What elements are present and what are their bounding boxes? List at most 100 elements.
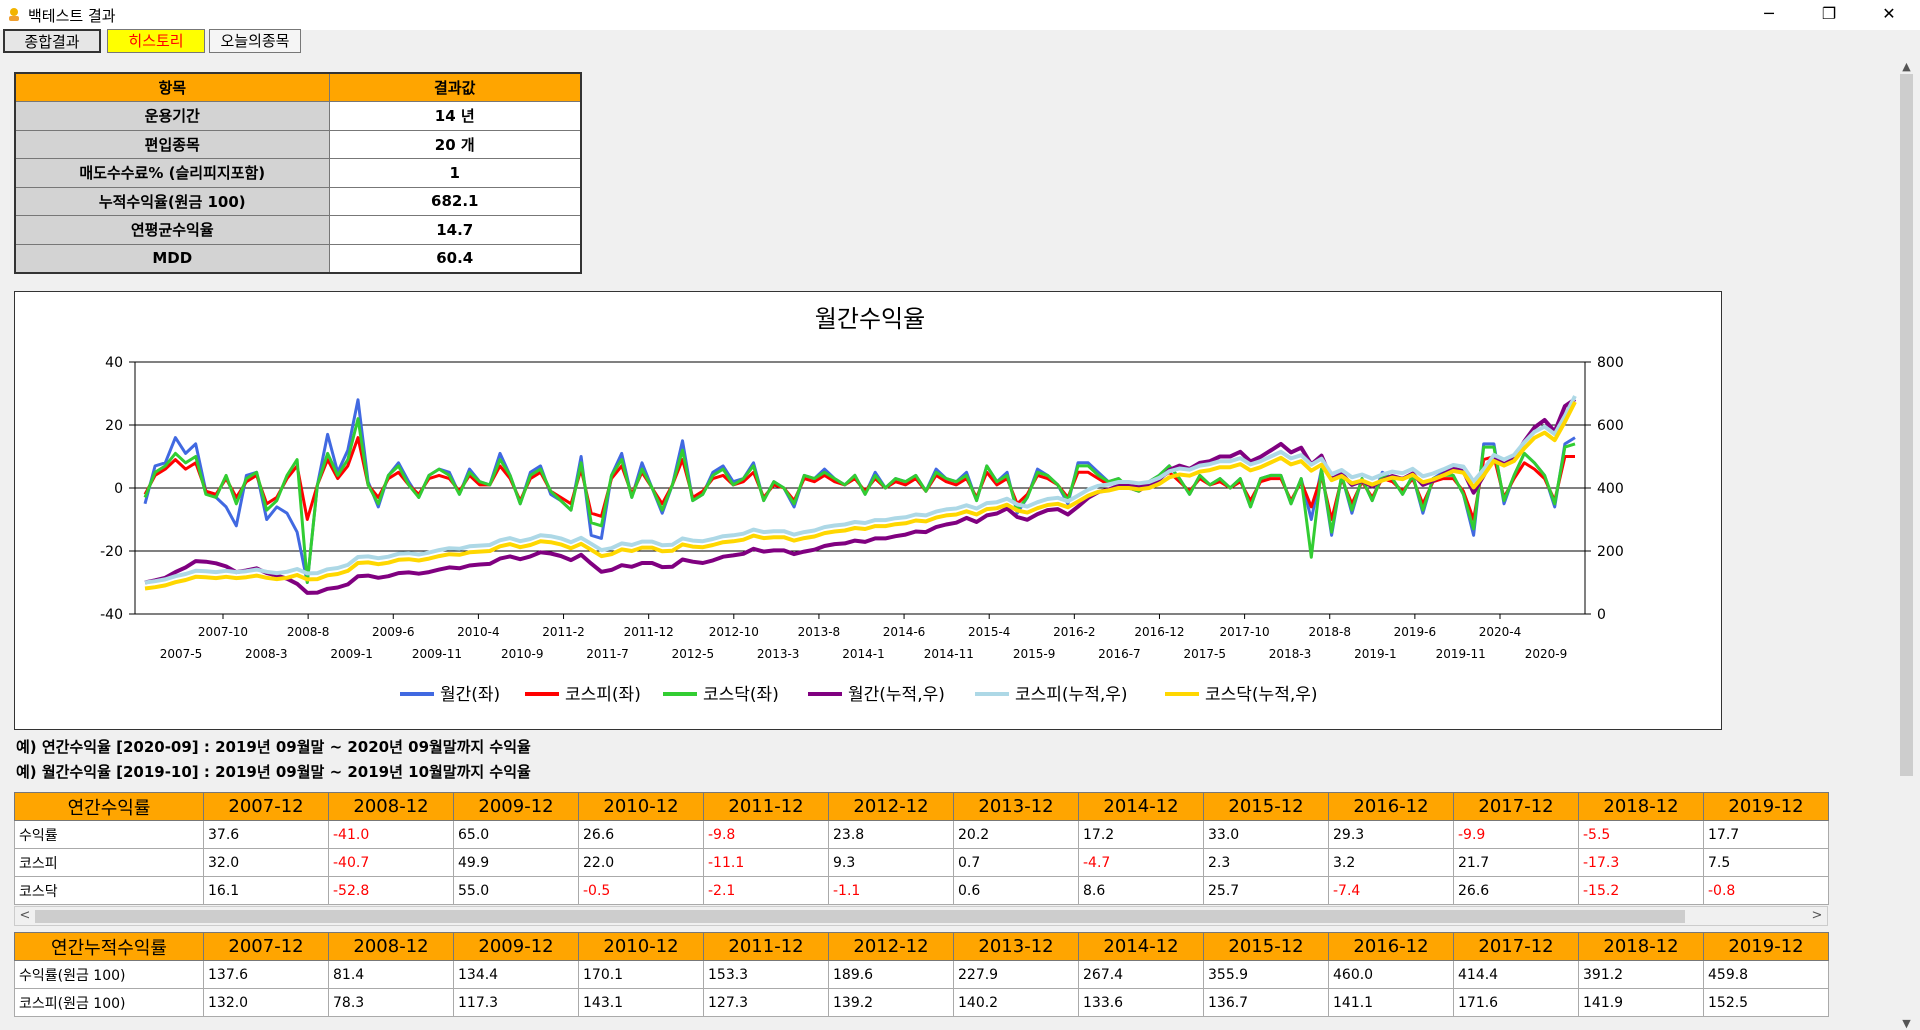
chart-title: 월간수익율: [815, 305, 925, 333]
cumulative-header-year: 2007-12: [203, 932, 329, 961]
x-tick-label: 2016-7: [1098, 647, 1141, 661]
cumulative-header-year: 2009-12: [453, 932, 579, 961]
legend-label: 월간(좌): [440, 685, 500, 705]
x-tick-label: 2011-12: [624, 625, 674, 639]
cumulative-cell: 171.6: [1453, 988, 1579, 1017]
vertical-scroll-thumb[interactable]: [1900, 74, 1913, 776]
legend-label: 월간(누적,우): [848, 685, 945, 705]
cumulative-cell: 132.0: [203, 988, 329, 1017]
x-tick-label: 2018-8: [1308, 625, 1351, 639]
annual-header-year: 2014-12: [1078, 792, 1204, 821]
cumulative-header-year: 2010-12: [578, 932, 704, 961]
annual-cell: -52.8: [328, 876, 454, 905]
scroll-left-arrow[interactable]: <: [19, 908, 31, 923]
note-monthly: 예) 월간수익율 [2019-10] : 2019년 09월말 ~ 2019년 …: [16, 763, 531, 781]
x-tick-label: 2015-4: [968, 625, 1011, 639]
summary-header-value: 결과값: [328, 72, 582, 102]
annual-cell: -0.5: [578, 876, 704, 905]
legend-label: 코스닥(누적,우): [1205, 685, 1318, 705]
annual-header-year: 2019-12: [1703, 792, 1829, 821]
cumulative-cell: 141.1: [1328, 988, 1454, 1017]
cumulative-cell: 170.1: [578, 960, 704, 989]
x-tick-label: 2017-10: [1220, 625, 1270, 639]
close-button[interactable]: ✕: [1882, 4, 1896, 23]
legend-label: 코스피(좌): [565, 685, 641, 705]
cumulative-cell: 355.9: [1203, 960, 1329, 989]
annual-cell: 33.0: [1203, 820, 1329, 849]
annual-header-year: 2009-12: [453, 792, 579, 821]
cumulative-cell: 133.6: [1078, 988, 1204, 1017]
cumulative-cell: 141.9: [1578, 988, 1704, 1017]
annual-cell: -2.1: [703, 876, 829, 905]
cumulative-cell: 153.3: [703, 960, 829, 989]
annual-row-label: 수익률: [14, 820, 204, 849]
x-tick-label: 2013-3: [757, 647, 800, 661]
cumulative-cell: 127.3: [703, 988, 829, 1017]
vertical-scrollbar[interactable]: ▲ ▼: [1897, 60, 1916, 1030]
cumulative-header-year: 2011-12: [703, 932, 829, 961]
y-left-tick-label: 0: [114, 481, 123, 497]
series-line-2: [143, 417, 1576, 584]
summary-key: 운용기간: [14, 101, 330, 131]
scroll-right-arrow[interactable]: >: [1811, 908, 1823, 923]
annual-cell: 25.7: [1203, 876, 1329, 905]
y-left-tick-label: -40: [100, 607, 123, 623]
summary-value: 20 개: [328, 129, 582, 159]
summary-value: 682.1: [328, 186, 582, 216]
summary-value: 14 년: [328, 101, 582, 131]
annual-cell: -4.7: [1078, 848, 1204, 877]
cumulative-cell: 189.6: [828, 960, 954, 989]
summary-header-row: 항목 결과값: [14, 72, 582, 102]
annual-header-year: 2007-12: [203, 792, 329, 821]
summary-value: 60.4: [328, 243, 582, 273]
annual-header-row: 연간수익률 2007-12 2008-12 2009-12 2010-12 2011-12…: [14, 792, 1829, 821]
y-left-tick-label: 40: [105, 355, 123, 371]
summary-key: 누적수익율(원금 100): [14, 186, 330, 216]
tab-history[interactable]: 히스토리: [107, 29, 205, 53]
x-tick-label: 2009-6: [372, 625, 415, 639]
summary-key: 편입종목: [14, 129, 330, 159]
x-tick-label: 2019-11: [1436, 647, 1486, 661]
annual-cell: -1.1: [828, 876, 954, 905]
horizontal-scrollbar[interactable]: < >: [14, 906, 1828, 926]
summary-key: MDD: [14, 243, 330, 273]
y-right-tick-label: 800: [1597, 355, 1624, 371]
x-tick-label: 2010-4: [457, 625, 500, 639]
maximize-button[interactable]: ❐: [1821, 4, 1837, 23]
cumulative-cell: 134.4: [453, 960, 579, 989]
cumulative-header-row: 연간누적수익률 2007-12 2008-12 2009-12 2010-12 2011-…: [14, 932, 1829, 961]
annual-row: 코스닥 16.1 -52.8 55.0 -0.5 -2.1 -1.1 0.6 8.6 25.7 -7…: [14, 876, 1829, 905]
annual-cell: -41.0: [328, 820, 454, 849]
scroll-down-arrow[interactable]: ▼: [1902, 1017, 1911, 1030]
x-tick-label: 2018-3: [1269, 647, 1312, 661]
annual-header-label: 연간수익률: [14, 792, 204, 821]
annual-cell: -7.4: [1328, 876, 1454, 905]
tab-today-stocks[interactable]: 오늘의종목: [209, 29, 301, 53]
annual-cell: 17.7: [1703, 820, 1829, 849]
x-tick-label: 2019-1: [1354, 647, 1397, 661]
minimize-button[interactable]: ─: [1764, 4, 1774, 23]
summary-row: 운용기간 14 년: [14, 101, 582, 131]
x-tick-label: 2012-10: [709, 625, 759, 639]
annual-cell: 55.0: [453, 876, 579, 905]
cumulative-header-year: 2016-12: [1328, 932, 1454, 961]
summary-row: 누적수익율(원금 100) 682.1: [14, 186, 582, 216]
cumulative-header-year: 2018-12: [1578, 932, 1704, 961]
annual-header-year: 2016-12: [1328, 792, 1454, 821]
annual-cell: -5.5: [1578, 820, 1704, 849]
annual-cell: 37.6: [203, 820, 329, 849]
summary-header-item: 항목: [14, 72, 330, 102]
summary-value: 14.7: [328, 215, 582, 245]
tab-summary[interactable]: 종합결과: [3, 29, 101, 53]
x-tick-label: 2020-4: [1479, 625, 1522, 639]
annual-cell: 0.6: [953, 876, 1079, 905]
annual-header-year: 2011-12: [703, 792, 829, 821]
cumulative-cell: 81.4: [328, 960, 454, 989]
cumulative-cell: 78.3: [328, 988, 454, 1017]
scroll-up-arrow[interactable]: ▲: [1902, 60, 1911, 73]
annual-cell: 17.2: [1078, 820, 1204, 849]
cumulative-header-year: 2008-12: [328, 932, 454, 961]
annual-cell: 8.6: [1078, 876, 1204, 905]
horizontal-scroll-thumb[interactable]: [35, 910, 1685, 923]
annual-row: 코스피 32.0 -40.7 49.9 22.0 -11.1 9.3 0.7 -4.7 2.3 3.…: [14, 848, 1829, 877]
